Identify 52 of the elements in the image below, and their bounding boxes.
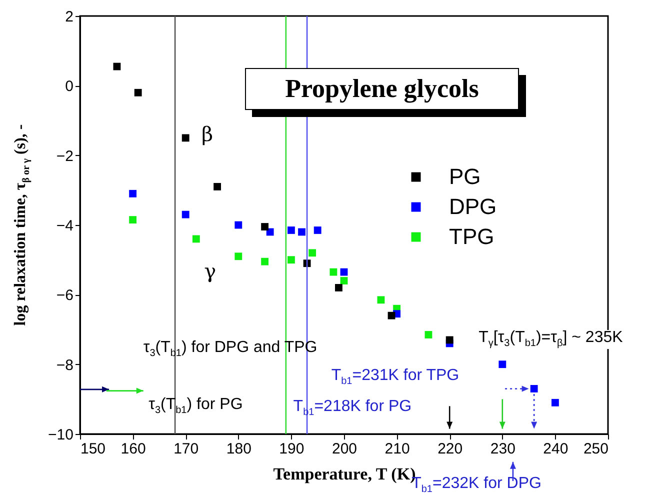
annotation: γ	[204, 259, 216, 284]
point	[182, 210, 190, 218]
x-tick-label: 220	[438, 440, 463, 458]
x-tick-label: 180	[226, 440, 252, 458]
point	[192, 235, 200, 243]
y-tick-label: −10	[48, 426, 74, 444]
point	[214, 182, 221, 190]
point	[530, 385, 538, 392]
point	[330, 268, 338, 276]
point	[134, 88, 142, 96]
x-tick-label: 250	[583, 440, 608, 458]
x-tick-label: 170	[174, 440, 199, 458]
x-tick-label: 200	[332, 440, 358, 458]
y-tick-label: −8	[56, 356, 74, 374]
point	[287, 226, 295, 234]
point	[498, 360, 506, 368]
point	[340, 277, 348, 284]
point	[377, 296, 385, 304]
y-tick-label: −6	[56, 287, 74, 304]
x-tick-label: 210	[384, 440, 410, 458]
point	[287, 256, 295, 264]
x-tick-label: 240	[543, 440, 568, 458]
point	[388, 312, 396, 320]
point	[424, 331, 432, 338]
annotation: β	[201, 122, 213, 146]
point	[234, 252, 242, 260]
point	[261, 258, 269, 266]
y-tick-label: 0	[65, 78, 74, 96]
point	[446, 336, 454, 344]
point	[551, 398, 559, 406]
point	[308, 249, 316, 257]
x-tick-label: 150	[80, 440, 106, 458]
y-tick-label: −2	[56, 148, 74, 165]
point	[314, 226, 322, 234]
annotation: T$_{b1}$=231K for TPG	[331, 367, 460, 388]
y-tick-label: 2	[65, 8, 74, 26]
point	[129, 216, 137, 224]
x-tick-label: 230	[490, 440, 516, 458]
legend-label: TPG	[449, 224, 494, 249]
text: Propylene glycols	[245, 68, 519, 110]
y-tick-label: −4	[56, 218, 74, 234]
point	[182, 134, 190, 142]
legend-label: DPG	[449, 194, 497, 219]
x-tick-label: 160	[120, 440, 146, 458]
point	[234, 221, 242, 229]
point	[335, 284, 342, 292]
text: T$_{γ}$[τ$_{3}$(T$_{b1}$)=τ$_{β}$] ~ 235K	[478, 329, 623, 350]
point	[298, 228, 306, 236]
point	[261, 223, 269, 230]
legend-label: PG	[449, 164, 481, 189]
x-tick-label: 190	[279, 440, 304, 458]
point	[129, 190, 137, 198]
